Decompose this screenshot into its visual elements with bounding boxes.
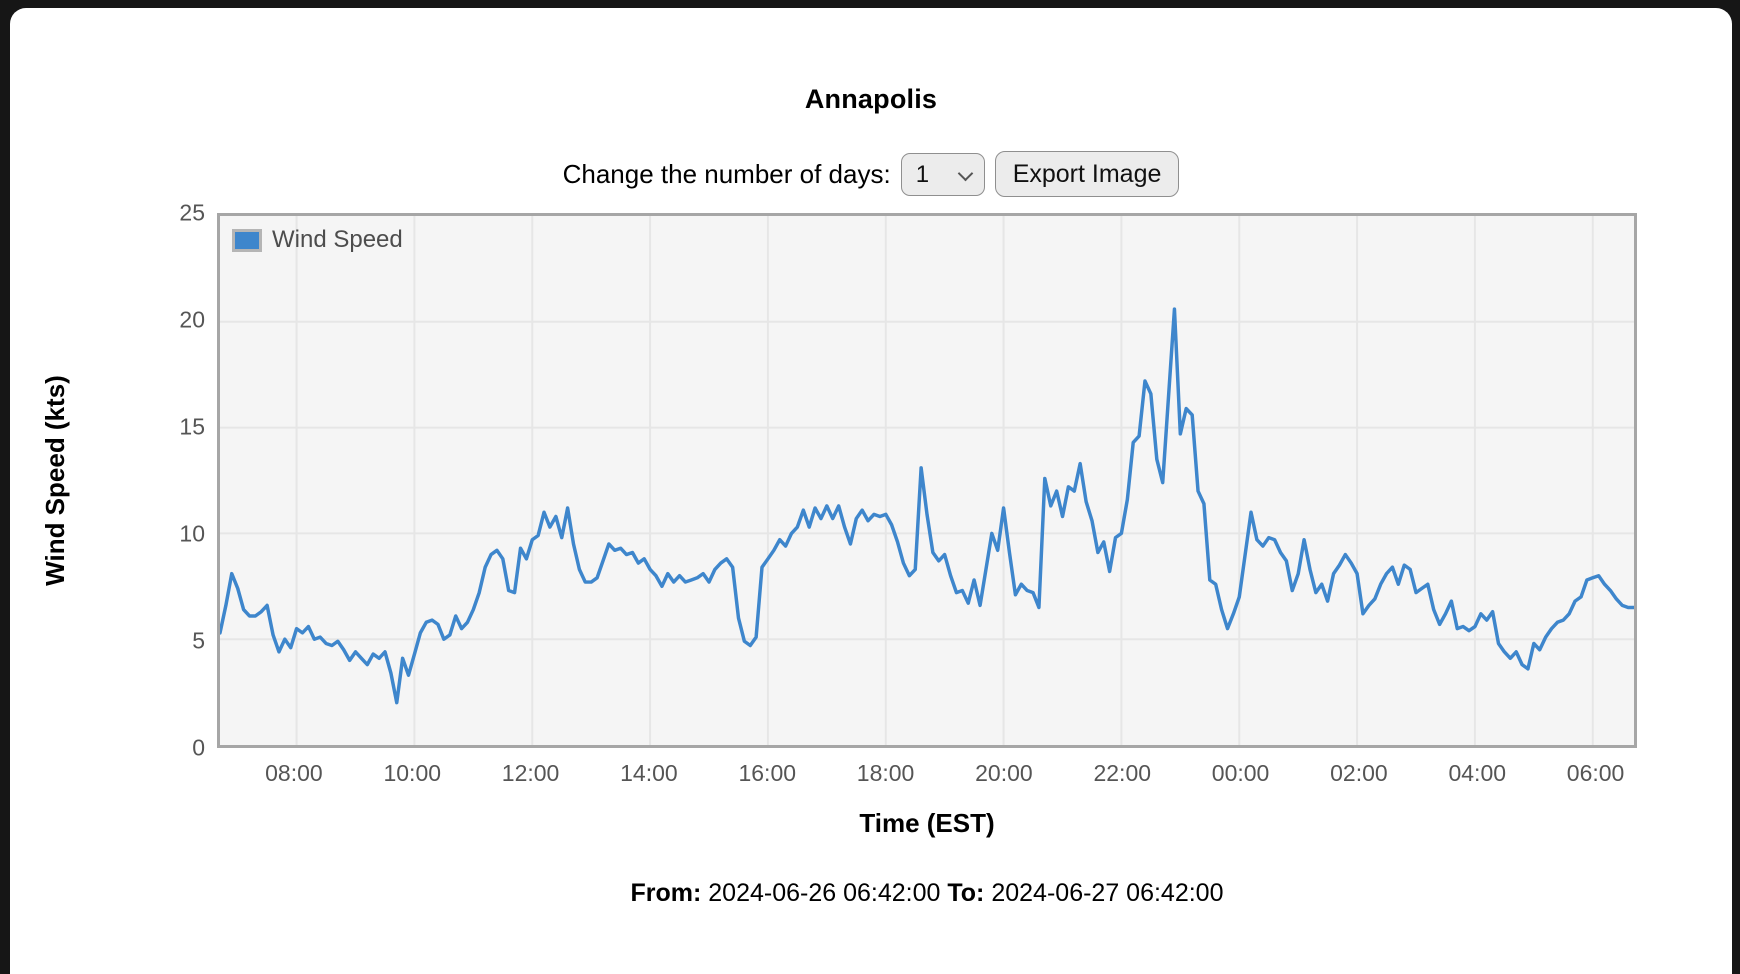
y-axis-title: Wind Speed (kts)	[39, 375, 70, 586]
x-tick-label: 22:00	[1093, 760, 1152, 786]
content-card: Annapolis Change the number of days: 1 E…	[10, 8, 1732, 974]
x-tick-label: 18:00	[856, 760, 915, 786]
legend: Wind Speed	[232, 226, 403, 254]
legend-swatch-icon	[232, 228, 262, 252]
days-select[interactable]: 1	[900, 152, 985, 196]
x-tick-label: 14:00	[620, 760, 678, 786]
y-tick-label: 5	[192, 627, 205, 654]
from-value: 2024-06-26 06:42:00	[708, 879, 941, 907]
to-label: To:	[947, 879, 985, 907]
date-range-line: From: 2024-06-26 06:42:00 To: 2024-06-27…	[217, 879, 1637, 908]
y-tick-label: 15	[179, 413, 205, 440]
x-tick-label: 20:00	[975, 760, 1033, 786]
x-axis-tick-labels: 08:00 10:00 12:00 14:00 16:00 18:00 20:00 22:00…	[217, 760, 1637, 794]
legend-label: Wind Speed	[272, 226, 403, 253]
x-tick-label: 08:00	[265, 760, 323, 786]
wind-speed-line-plot	[220, 216, 1634, 745]
x-tick-label: 02:00	[1330, 760, 1388, 786]
export-image-button[interactable]: Export Image	[994, 151, 1180, 197]
controls-row: Change the number of days: 1 Export Imag…	[10, 151, 1732, 197]
y-tick-label: 0	[192, 734, 205, 761]
plot-column: Wind Speed 08:00 10:00 12:00 14:00 16:00 18:0…	[217, 213, 1637, 908]
x-tick-label: 00:00	[1211, 760, 1270, 786]
days-select-wrap: 1	[900, 152, 985, 196]
to-value: 2024-06-27 06:42:00	[991, 879, 1224, 907]
from-label: From:	[630, 879, 702, 907]
x-tick-label: 04:00	[1448, 760, 1507, 786]
x-tick-label: 06:00	[1566, 760, 1625, 786]
days-label: Change the number of days:	[562, 158, 891, 189]
x-tick-label: 10:00	[383, 760, 442, 786]
x-axis-title: Time (EST)	[859, 808, 995, 838]
y-tick-label: 25	[179, 199, 205, 226]
x-tick-label: 12:00	[501, 760, 560, 786]
y-tick-label: 20	[179, 306, 205, 333]
y-axis-tick-labels: 0 5 10 15 20 25	[100, 200, 217, 761]
wind-speed-chart: Wind Speed (kts) 0 5 10 15 20 25 Wind Speed 0…	[10, 200, 1732, 908]
y-axis-title-column: Wind Speed (kts)	[10, 213, 100, 748]
y-tick-label: 10	[179, 520, 205, 547]
plot-area[interactable]: Wind Speed	[217, 213, 1637, 748]
page-title: Annapolis	[804, 84, 938, 114]
x-tick-label: 16:00	[738, 760, 797, 786]
